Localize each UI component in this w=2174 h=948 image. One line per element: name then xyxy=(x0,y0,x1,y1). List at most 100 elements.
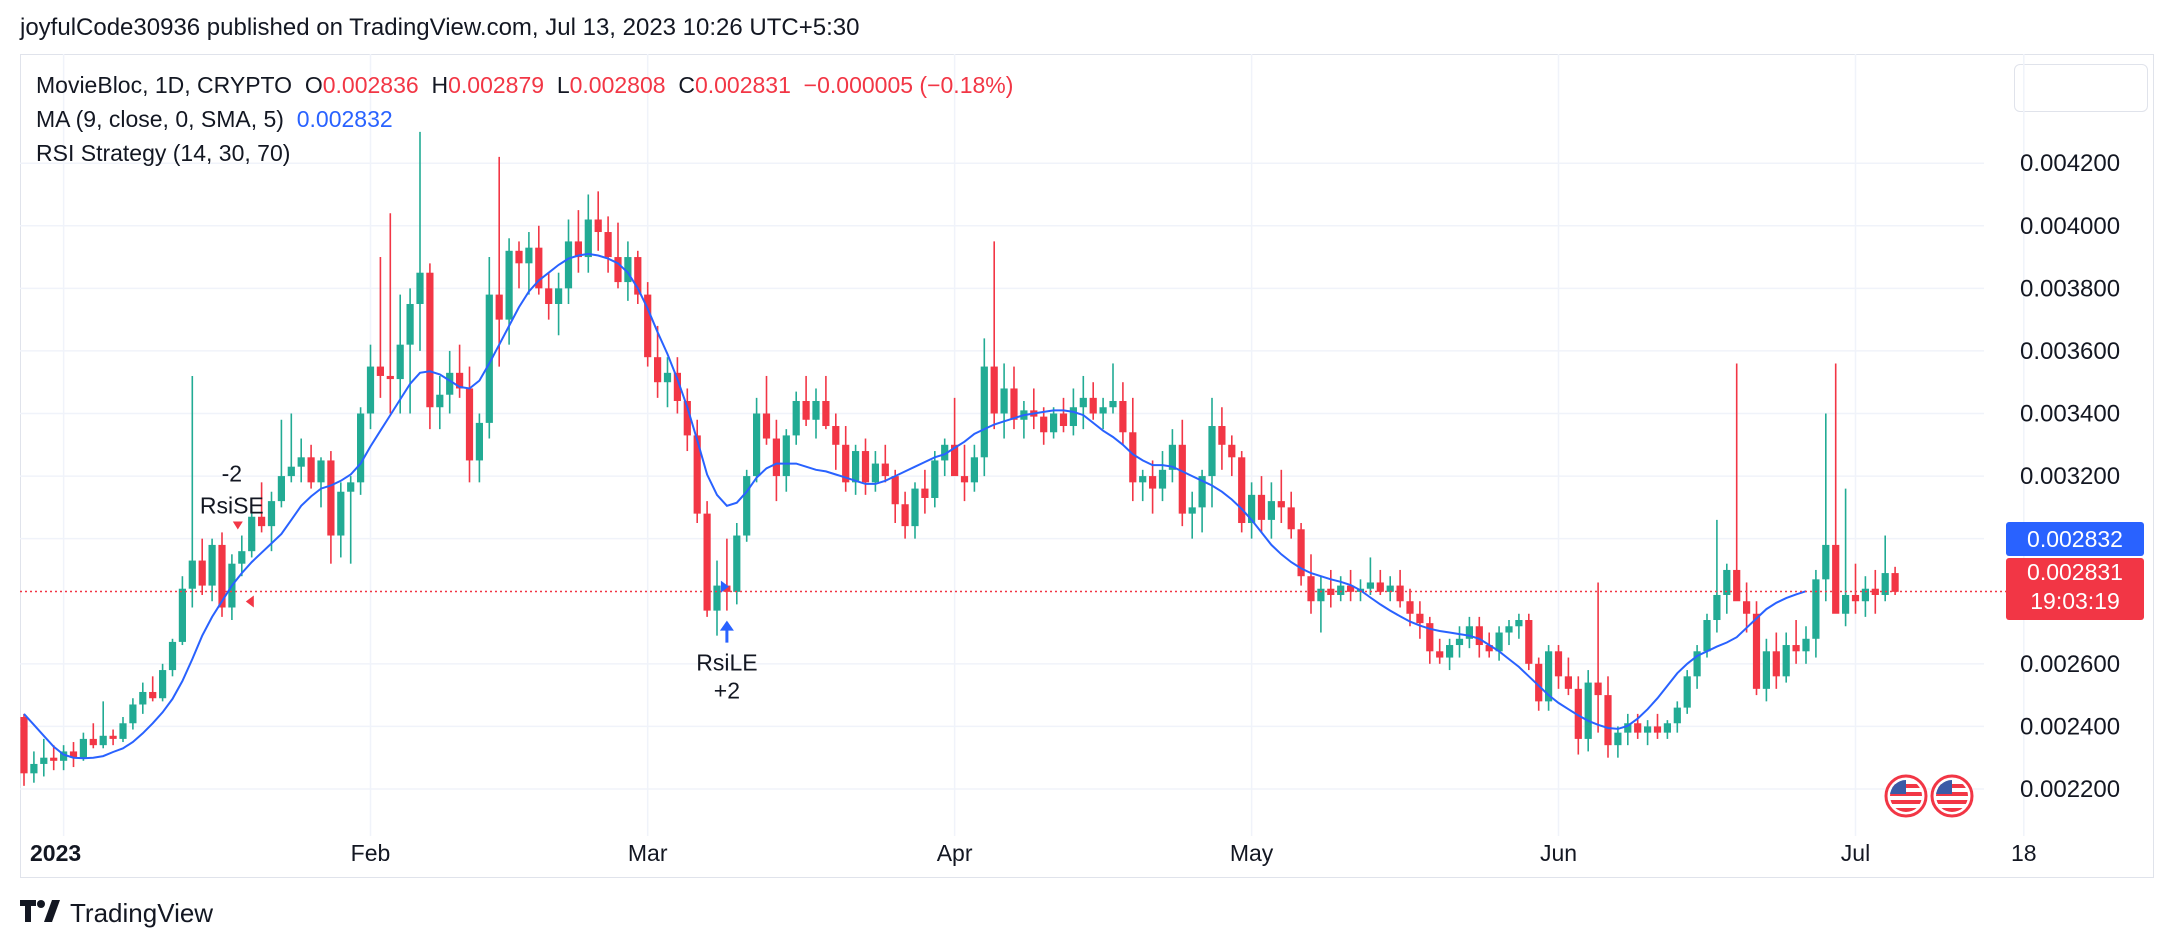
last-price-tag: 0.002831 19:03:19 xyxy=(2006,558,2144,620)
legend-symbol[interactable]: MovieBloc, 1D, CRYPTO xyxy=(36,72,293,98)
candle-body xyxy=(990,366,998,414)
candle-body xyxy=(881,463,889,477)
candle-body xyxy=(1535,663,1543,702)
candle xyxy=(842,426,850,492)
signal-qty: -2 xyxy=(222,461,242,487)
candle-body xyxy=(1703,620,1711,652)
candle-body xyxy=(188,560,196,589)
legend-rsi-label: RSI Strategy (14, 30, 70) xyxy=(36,140,291,166)
candle xyxy=(1158,451,1167,502)
candle-body xyxy=(1376,582,1384,592)
candle-body xyxy=(1723,569,1731,595)
candle-body xyxy=(1218,426,1226,445)
candle-body xyxy=(396,344,404,380)
candle xyxy=(1653,713,1662,739)
candle-body xyxy=(515,250,523,264)
candle-body xyxy=(168,641,177,671)
candle xyxy=(901,491,909,539)
candle-body xyxy=(1584,682,1592,739)
candle-body xyxy=(1257,494,1266,520)
candle-body xyxy=(198,560,206,586)
ma-line xyxy=(23,252,1807,760)
candle xyxy=(1832,363,1840,614)
tv-logo-icon xyxy=(20,898,62,929)
legend-o-label: O xyxy=(304,72,323,98)
legend-open: 0.002836 xyxy=(322,72,419,98)
legend-rsi[interactable]: RSI Strategy (14, 30, 70) xyxy=(36,140,290,167)
candle xyxy=(960,444,969,502)
candle-body xyxy=(327,460,335,536)
legend-change: −0.000005 (−0.18%) xyxy=(803,72,1014,98)
candle xyxy=(673,357,681,414)
candle xyxy=(159,663,167,702)
candle-body xyxy=(574,241,582,258)
candle-body xyxy=(208,544,216,586)
candle-body xyxy=(1782,645,1790,677)
candle xyxy=(30,751,38,783)
candle xyxy=(307,444,315,489)
candle xyxy=(545,272,553,320)
candle xyxy=(79,732,87,761)
candle-body xyxy=(1614,732,1622,746)
candle-body xyxy=(1267,501,1275,520)
candle xyxy=(1406,588,1414,627)
candle-body xyxy=(1426,623,1434,652)
candle xyxy=(89,723,97,749)
candle-body xyxy=(1673,707,1681,724)
candle-body xyxy=(1515,620,1523,627)
candle-body xyxy=(1842,594,1850,614)
candle xyxy=(1683,670,1691,714)
legend-h-label: H xyxy=(431,72,449,98)
candle xyxy=(713,560,721,636)
candle xyxy=(1366,557,1374,595)
candle xyxy=(1693,645,1701,689)
candle-body xyxy=(465,388,474,461)
candle xyxy=(20,713,28,786)
candle xyxy=(634,250,642,304)
candle-body xyxy=(366,366,375,414)
candle xyxy=(941,438,949,477)
legend-c-label: C xyxy=(678,72,695,98)
candle-body xyxy=(1228,444,1236,458)
candle xyxy=(386,213,394,414)
candle-body xyxy=(1396,585,1404,602)
candle-body xyxy=(832,426,840,445)
candle-body xyxy=(1792,645,1800,652)
candle-body xyxy=(218,544,226,608)
candle-body xyxy=(584,219,592,258)
candle-body xyxy=(40,757,48,764)
candle xyxy=(1416,601,1424,639)
x-tick-label: Mar xyxy=(628,840,668,866)
candle-body xyxy=(1574,688,1582,739)
candle-body xyxy=(79,738,87,758)
tradingview-logo[interactable]: TradingView xyxy=(20,898,213,929)
legend-l-label: L xyxy=(556,72,570,98)
candle-body xyxy=(931,460,939,498)
candle-body xyxy=(1158,469,1167,489)
candle xyxy=(1584,670,1592,752)
candle-body xyxy=(564,241,573,289)
candle-body xyxy=(1287,507,1295,530)
candle xyxy=(238,535,246,577)
candle-body xyxy=(1317,588,1325,602)
legend-ma[interactable]: MA (9, close, 0, SMA, 5) 0.002832 xyxy=(36,106,393,133)
down-arrow-icon xyxy=(232,521,243,530)
signal-label: RsiSE xyxy=(200,493,264,519)
candle xyxy=(535,225,543,295)
candle xyxy=(357,407,365,495)
candle xyxy=(376,257,384,398)
candle-body xyxy=(1881,573,1889,595)
chart-settings-box[interactable] xyxy=(2014,64,2148,112)
candle xyxy=(1218,407,1226,470)
candle-body xyxy=(1554,651,1563,677)
candle-body xyxy=(347,482,355,492)
candle xyxy=(1762,638,1770,702)
candle-body xyxy=(753,413,761,477)
candle xyxy=(60,745,68,771)
candle xyxy=(1861,576,1869,617)
candle xyxy=(1455,626,1464,658)
entry-marker-icon xyxy=(245,595,254,608)
candle xyxy=(1644,720,1652,746)
candle-body xyxy=(1743,601,1751,614)
